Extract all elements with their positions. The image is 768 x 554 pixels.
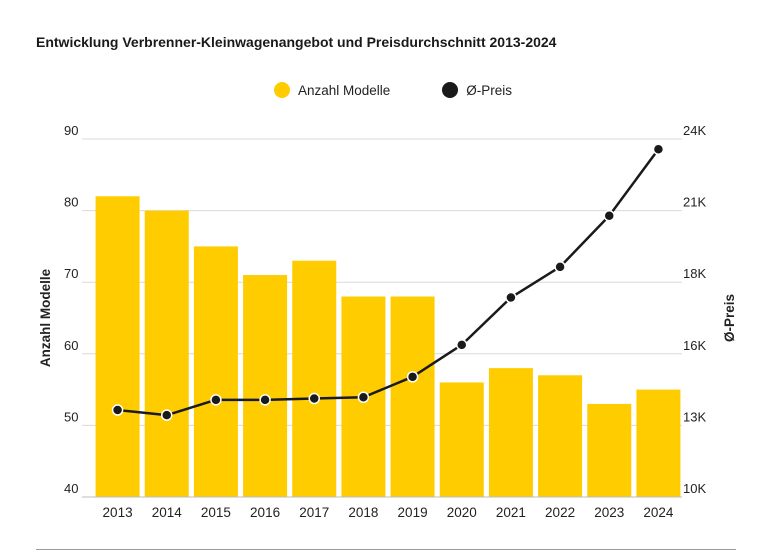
legend-item-bars: Anzahl Modelle [256,82,390,98]
x-tick-label: 2022 [545,505,575,520]
x-tick-label: 2014 [152,505,183,520]
x-tick-label: 2015 [201,505,231,520]
chart-title: Entwicklung Verbrenner-Kleinwagenangebot… [36,34,557,50]
y-axis-title-right: Ø-Preis [722,294,737,342]
bar [193,246,238,497]
price-point [111,404,124,416]
price-point [357,391,370,404]
legend-label-line: Ø-Preis [466,82,513,98]
y-tick-right: 24K [683,123,706,138]
y-tick-right: 16K [683,338,706,353]
bottom-divider [36,549,736,550]
bar [488,368,533,497]
price-point [210,394,222,406]
y-axis-title-left: Anzahl Modelle [38,268,53,367]
legend-swatch-bars [273,82,290,98]
price-point [161,409,173,421]
y-tick-left: 80 [64,195,78,210]
bar [636,389,681,497]
bar [587,403,632,497]
x-tick-label: 2016 [250,505,280,520]
bar [390,296,435,497]
y-tick-left: 90 [64,123,78,138]
y-tick-right: 21K [683,195,706,210]
price-point [259,394,271,406]
x-tick-label: 2017 [299,505,329,520]
x-tick-label: 2013 [103,505,133,520]
y-tick-left: 40 [64,481,78,496]
price-point [603,209,615,222]
bar [292,260,337,497]
x-tick-label: 2018 [348,505,378,520]
y-tick-left: 70 [64,266,78,281]
x-tick-label: 2024 [643,505,674,520]
price-point [554,261,566,273]
legend-item-line: Ø-Preis [424,82,512,98]
bar [538,375,583,497]
x-tick-label: 2019 [398,505,428,520]
legend-swatch-line [442,82,459,98]
legend: Anzahl Modelle Ø-Preis [0,82,768,98]
y-tick-right: 18K [683,266,706,281]
y-tick-left: 60 [64,338,78,353]
y-tick-left: 50 [64,409,78,424]
bar [439,382,484,497]
price-point [652,143,665,155]
legend-label-bars: Anzahl Modelle [297,82,391,98]
y-tick-right: 13K [683,409,706,424]
x-tick-label: 2023 [594,505,624,520]
price-point [505,291,517,304]
price-line [117,148,660,417]
price-point [406,371,419,383]
bar [95,196,140,497]
bar [144,210,189,497]
bar [243,275,288,497]
x-tick-label: 2020 [447,505,477,520]
y-tick-right: 10K [683,481,706,496]
x-tick-label: 2021 [496,505,526,520]
price-point [456,339,468,351]
price-point [308,392,320,405]
